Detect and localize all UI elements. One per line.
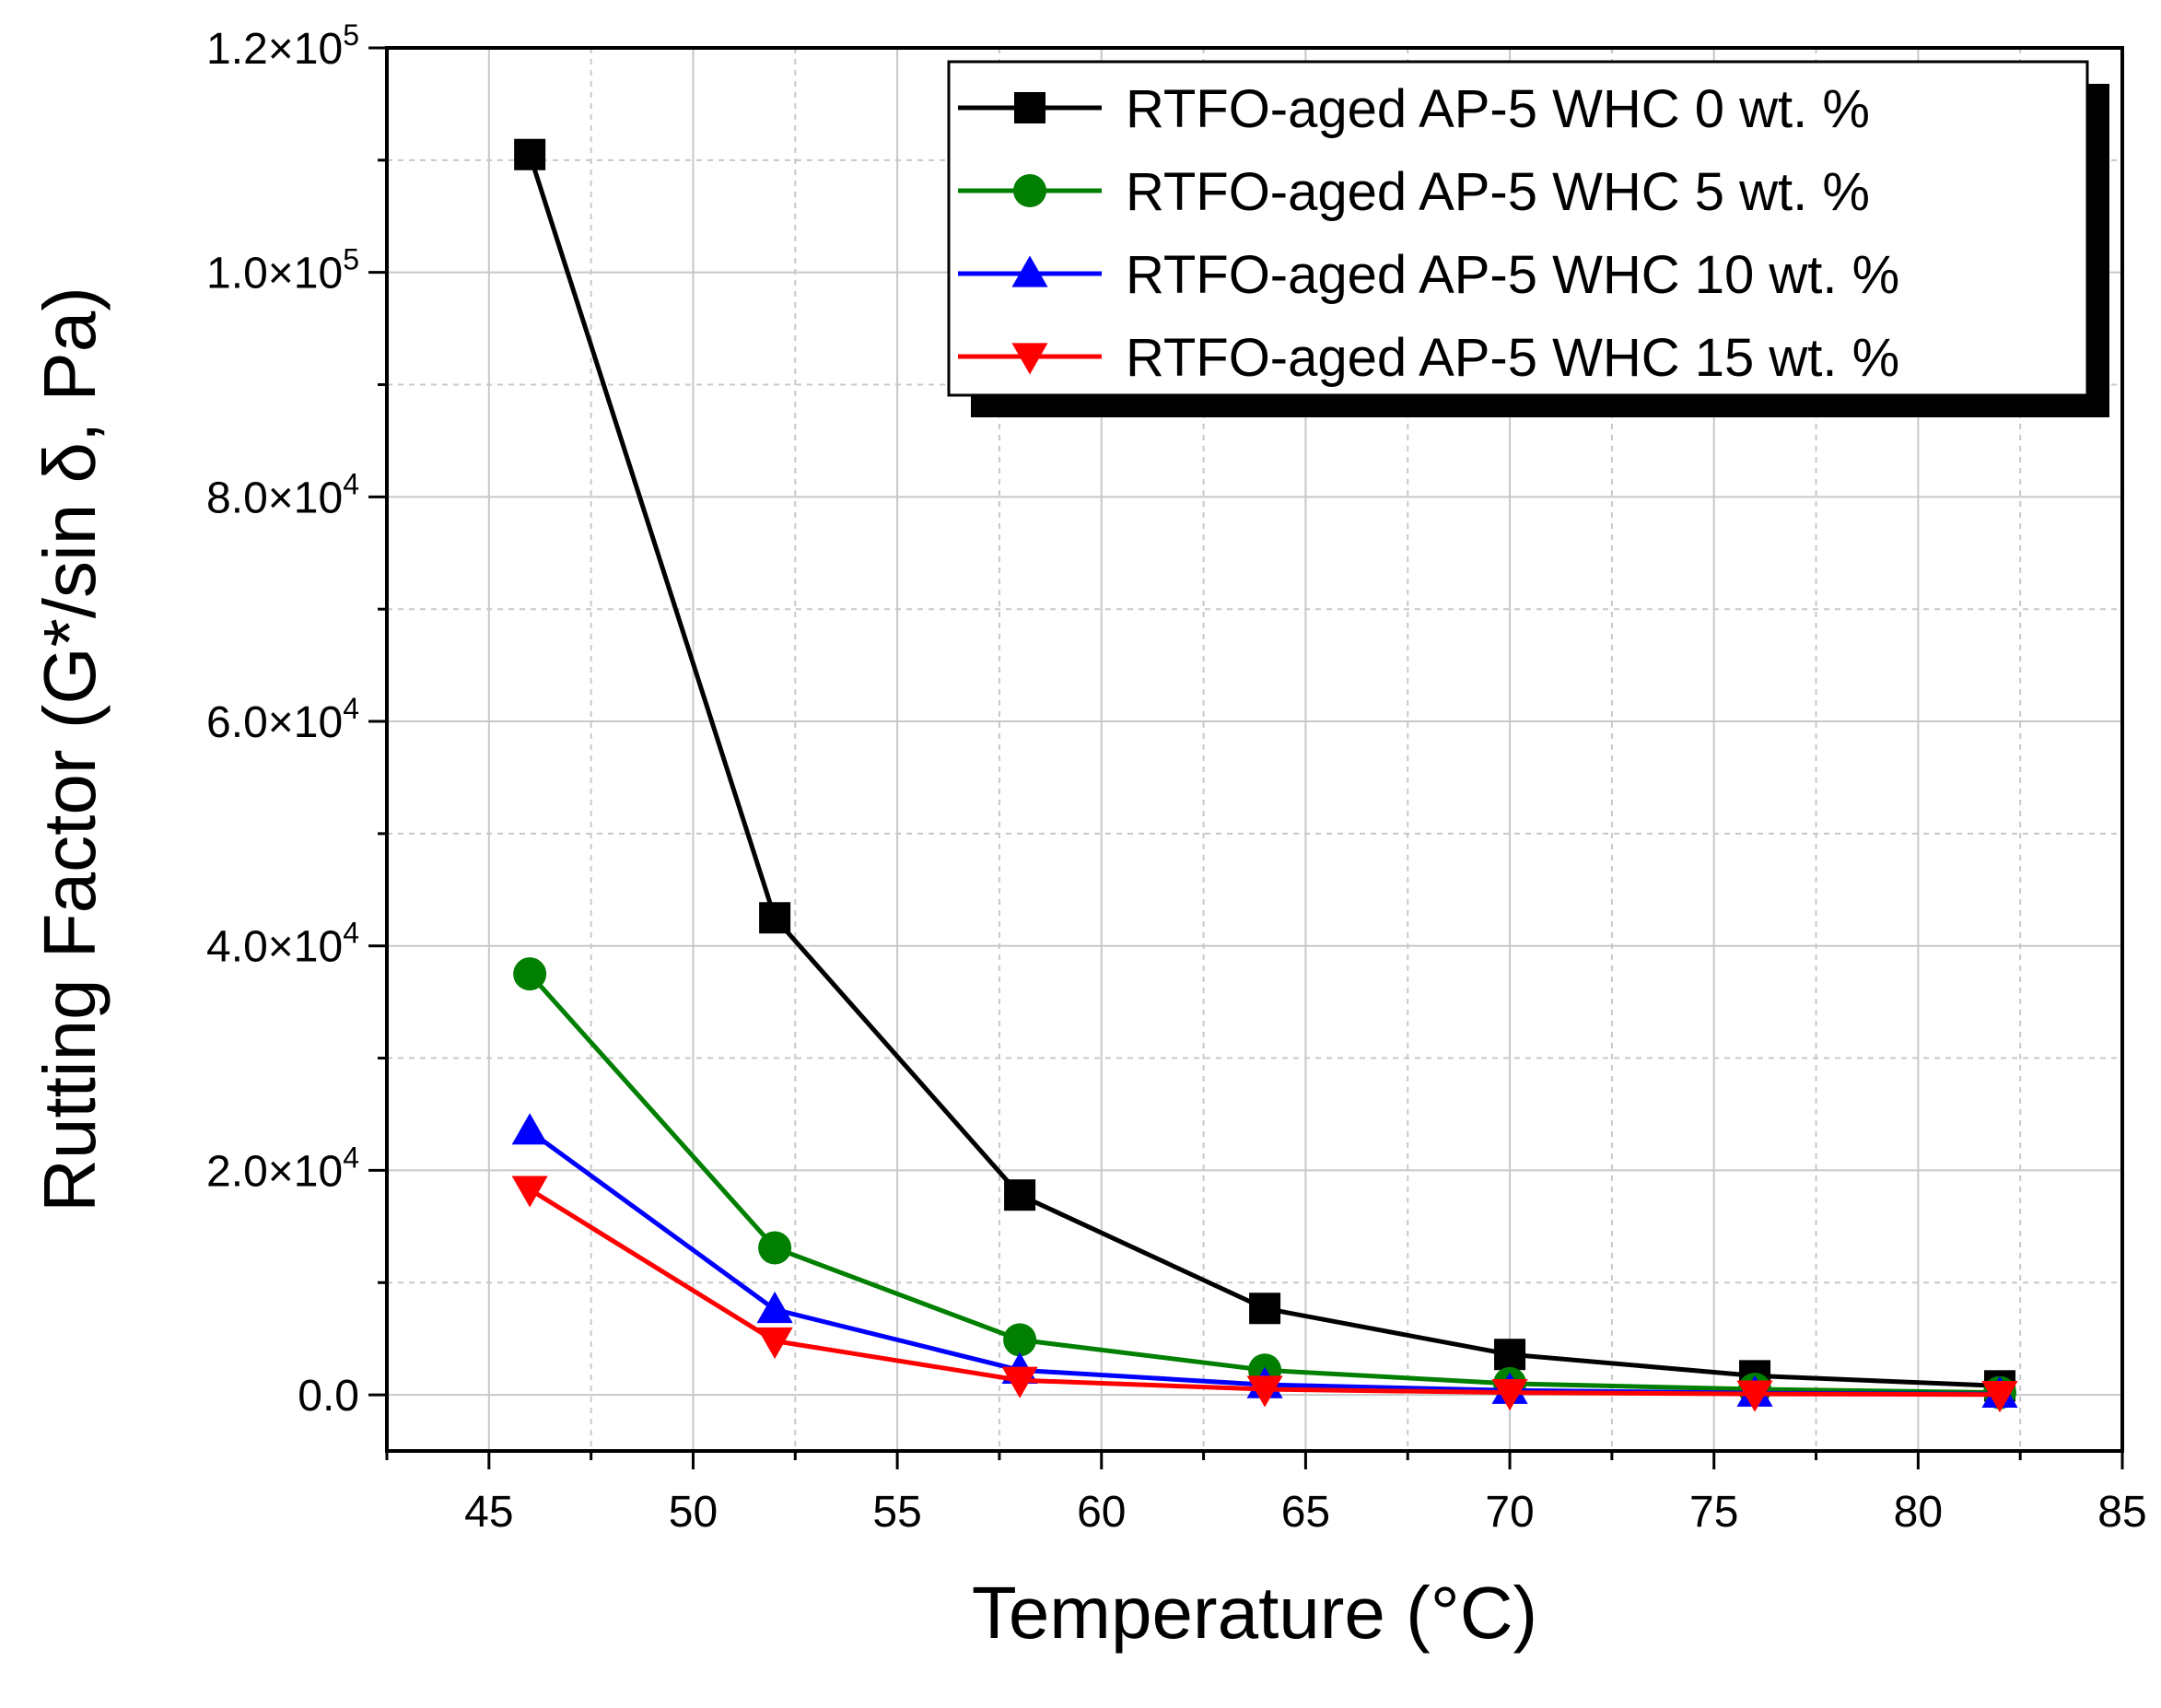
y-tick-label: 6.0×104: [206, 692, 359, 747]
legend-marker: [1011, 343, 1048, 375]
x-axis-title: Temperature (°C): [972, 1572, 1537, 1654]
legend-label: RTFO-aged AP-5 WHC 10 wt. %: [1126, 245, 1899, 305]
y-tick-label: 2.0×104: [206, 1141, 359, 1196]
legend-box: [947, 60, 2089, 397]
x-tick-label: 80: [1894, 1488, 1943, 1537]
x-tick-label: 45: [464, 1488, 513, 1537]
data-point: [1249, 1293, 1281, 1325]
data-point: [511, 1176, 548, 1208]
plot-frame: [385, 46, 2124, 1453]
data-point: [1491, 1378, 1528, 1411]
x-tick-label: 65: [1281, 1488, 1330, 1537]
data-point: [1003, 1323, 1037, 1357]
data-point: [1246, 1375, 1283, 1408]
series-3: [511, 1176, 2018, 1413]
y-tick-label: 4.0×104: [206, 917, 359, 972]
series-line: [528, 972, 2001, 1396]
data-point: [513, 957, 547, 991]
axes: 45 50 55 60 65 70 75 80 85 0.0 2.0×104 4.0×104 6.0×1…: [206, 18, 2147, 1537]
data-point: [756, 1291, 793, 1324]
legend-marker: [1011, 255, 1048, 287]
legend-item-3: RTFO-aged AP-5 WHC 15 wt. %: [958, 328, 1899, 388]
data-point: [1494, 1339, 1526, 1371]
y-axis-title: Rutting Factor (G*/sin δ, Pa): [29, 287, 111, 1212]
legend-item-0: RTFO-aged AP-5 WHC 0 wt. %: [958, 79, 1870, 139]
legend-marker: [1014, 92, 1045, 123]
legend-item-1: RTFO-aged AP-5 WHC 5 wt. %: [958, 162, 1870, 222]
legend-label: RTFO-aged AP-5 WHC 15 wt. %: [1126, 328, 1899, 388]
data-point: [511, 1113, 548, 1145]
legend-label: RTFO-aged AP-5 WHC 5 wt. %: [1126, 162, 1870, 222]
x-tick-label: 75: [1689, 1488, 1738, 1537]
series-1: [513, 957, 2017, 1410]
legend-marker: [1013, 174, 1046, 207]
series: [511, 138, 2018, 1413]
y-tick-label: 0.0: [298, 1372, 359, 1421]
x-tick-label: 55: [872, 1488, 921, 1537]
data-point: [1981, 1381, 2018, 1413]
data-point: [759, 902, 791, 934]
legend-label: RTFO-aged AP-5 WHC 0 wt. %: [1126, 79, 1870, 139]
x-tick-label: 85: [2097, 1488, 2146, 1537]
data-point: [756, 1327, 793, 1360]
y-tick-label: 8.0×104: [206, 467, 359, 522]
y-tick-label: 1.2×105: [206, 18, 359, 74]
x-tick-label: 60: [1077, 1488, 1126, 1537]
legend: RTFO-aged AP-5 WHC 0 wt. % RTFO-aged AP-5…: [947, 60, 2109, 417]
data-point: [514, 138, 546, 170]
legend-item-2: RTFO-aged AP-5 WHC 10 wt. %: [958, 245, 1899, 305]
data-point: [1001, 1366, 1038, 1398]
y-tick-label: 1.0×105: [206, 243, 359, 298]
data-point: [1004, 1179, 1036, 1211]
data-point: [758, 1231, 792, 1265]
x-tick-label: 70: [1485, 1488, 1534, 1537]
x-tick-label: 50: [669, 1488, 718, 1537]
data-point: [1736, 1380, 1773, 1412]
